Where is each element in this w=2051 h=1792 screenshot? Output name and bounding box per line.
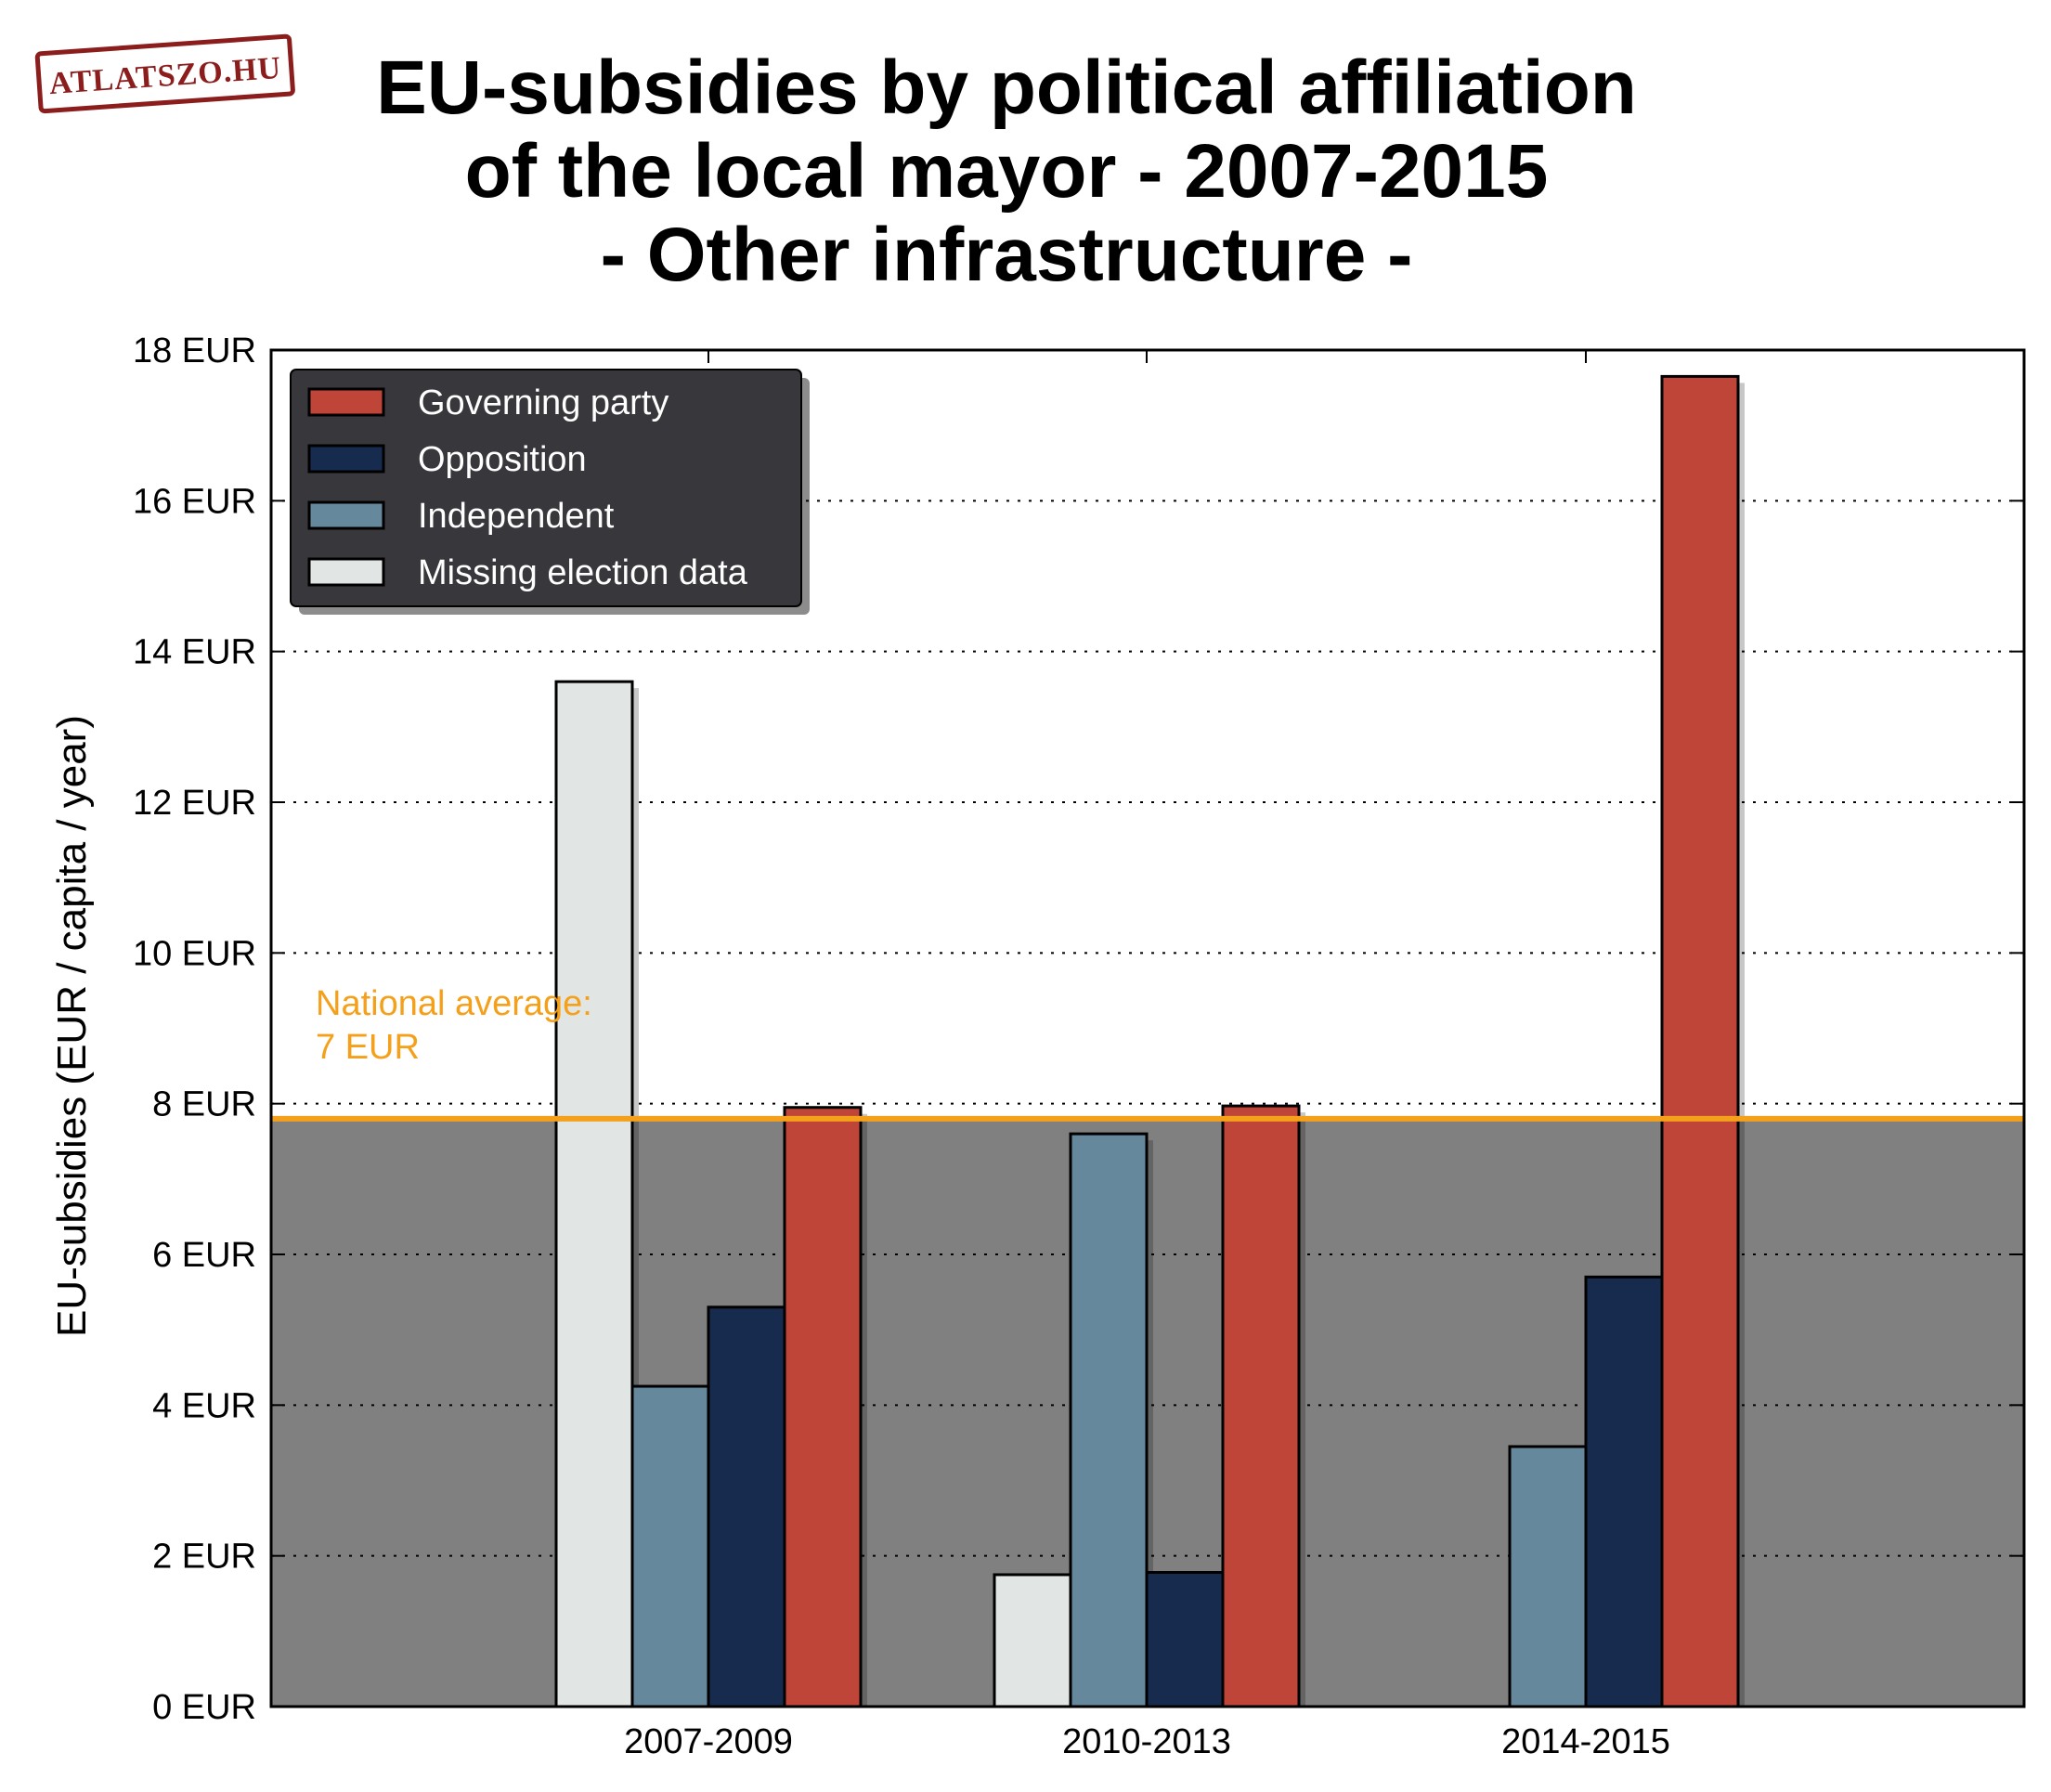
bar-opposition-2007-2009 bbox=[707, 1305, 786, 1708]
y-tick-label: 0 EUR bbox=[152, 1688, 256, 1727]
bar-independent-2010-2013 bbox=[1069, 1132, 1149, 1708]
y-tick-label: 8 EUR bbox=[152, 1085, 256, 1124]
bar-governing-party-2010-2013 bbox=[1221, 1104, 1301, 1708]
chart-title-line-3: - Other infrastructure - bbox=[601, 213, 1413, 297]
y-tick-labels: 0 EUR 2 EUR 4 EUR 6 EUR 8 EUR 10 EUR 12 EUR 14 … bbox=[133, 331, 256, 1727]
legend-label: Missing election data bbox=[418, 553, 748, 592]
y-tick-label: 6 EUR bbox=[152, 1236, 256, 1275]
y-tick-label: 4 EUR bbox=[152, 1386, 256, 1425]
legend-swatch bbox=[307, 557, 385, 587]
bar-independent-2007-2009 bbox=[630, 1384, 710, 1708]
bar-independent-2014-2015 bbox=[1508, 1445, 1588, 1708]
national-average-annotation-line-2: 7 EUR bbox=[316, 1028, 420, 1067]
y-tick-label: 16 EUR bbox=[133, 482, 256, 521]
chart-title-line-2: of the local mayor - 2007-2015 bbox=[465, 129, 1549, 214]
axes-frame bbox=[269, 348, 2026, 1708]
bar-missing-election-data-2010-2013 bbox=[993, 1573, 1072, 1708]
chart-title-line-1: EU-subsidies by political affiliation bbox=[376, 45, 1637, 130]
legend-box bbox=[290, 369, 802, 607]
y-tick-label: 10 EUR bbox=[133, 934, 256, 973]
logo-stamp: ATLATSZO.HU bbox=[34, 33, 295, 114]
x-tick-label: 2014-2015 bbox=[1501, 1722, 1670, 1761]
x-tick-label: 2010-2013 bbox=[1062, 1722, 1231, 1761]
legend-swatch bbox=[307, 500, 385, 530]
y-tick-label: 18 EUR bbox=[133, 331, 256, 370]
y-axis-label: EU-subsidies (EUR / capita / year) bbox=[49, 715, 95, 1337]
x-tick-labels: 2007-2009 2010-2013 2014-2015 bbox=[624, 1722, 1670, 1761]
bar-governing-party-2007-2009 bbox=[783, 1106, 863, 1708]
logo-text: ATLATSZO.HU bbox=[48, 51, 283, 101]
legend-swatch bbox=[307, 387, 385, 417]
logo-frame bbox=[34, 33, 295, 114]
legend-label: Opposition bbox=[418, 440, 587, 479]
y-tick-label: 2 EUR bbox=[152, 1538, 256, 1577]
x-tick-label: 2007-2009 bbox=[624, 1722, 793, 1761]
y-tick-label: 12 EUR bbox=[133, 784, 256, 823]
national-average-annotation-line-1: National average: bbox=[316, 984, 592, 1023]
bars bbox=[554, 374, 1745, 1708]
bar-governing-party-2014-2015 bbox=[1660, 374, 1740, 1708]
bar-missing-election-data-2007-2009 bbox=[554, 680, 634, 1708]
legend-label: Independent bbox=[418, 497, 615, 536]
legend: Governing party Opposition Independent Miss… bbox=[290, 369, 810, 615]
bar-opposition-2010-2013 bbox=[1145, 1571, 1225, 1708]
bar-opposition-2014-2015 bbox=[1584, 1275, 1664, 1708]
legend-label: Governing party bbox=[418, 383, 669, 422]
y-tick-label: 14 EUR bbox=[133, 633, 256, 672]
legend-swatch bbox=[307, 444, 385, 474]
